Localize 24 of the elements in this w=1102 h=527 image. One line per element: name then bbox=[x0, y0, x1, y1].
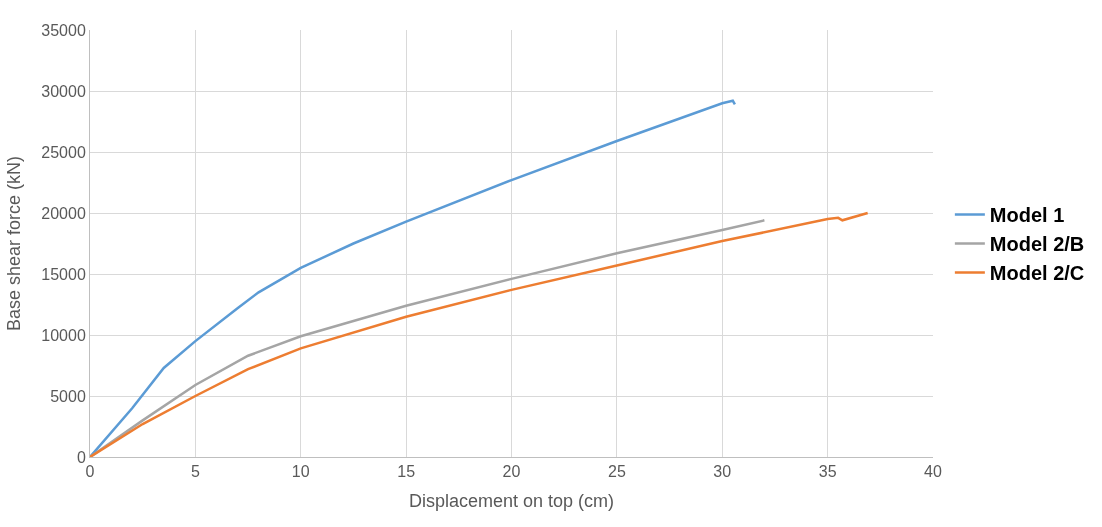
legend-label: Model 2/B bbox=[989, 233, 1085, 256]
y-tick-label: 15000 bbox=[41, 265, 86, 283]
x-tick-label: 35 bbox=[818, 463, 837, 481]
y-tick-label: 5000 bbox=[50, 387, 86, 405]
x-tick-label: 15 bbox=[397, 463, 416, 481]
legend-label: Model 2/C bbox=[989, 262, 1085, 285]
x-tick-label: 40 bbox=[924, 463, 942, 481]
line-series bbox=[90, 99, 737, 457]
line-series bbox=[90, 211, 869, 457]
y-tick-label: 25000 bbox=[41, 143, 86, 161]
x-tick-label: 5 bbox=[190, 463, 200, 481]
y-tick-label: 30000 bbox=[41, 82, 86, 100]
y-tick-label: 0 bbox=[76, 448, 86, 466]
y-tick-label: 10000 bbox=[41, 326, 86, 344]
y-tick-label: 35000 bbox=[41, 21, 86, 39]
x-tick-label: 30 bbox=[713, 463, 732, 481]
x-tick-label: 10 bbox=[291, 463, 310, 481]
line-series bbox=[90, 219, 766, 457]
x-tick-label: 25 bbox=[607, 463, 626, 481]
y-axis-title: Base shear force (kN) bbox=[4, 155, 25, 332]
x-tick-label: 20 bbox=[502, 463, 521, 481]
legend-label: Model 1 bbox=[989, 204, 1065, 227]
x-axis-title: Displacement on top (cm) bbox=[408, 491, 615, 512]
y-tick-label: 20000 bbox=[41, 204, 86, 222]
